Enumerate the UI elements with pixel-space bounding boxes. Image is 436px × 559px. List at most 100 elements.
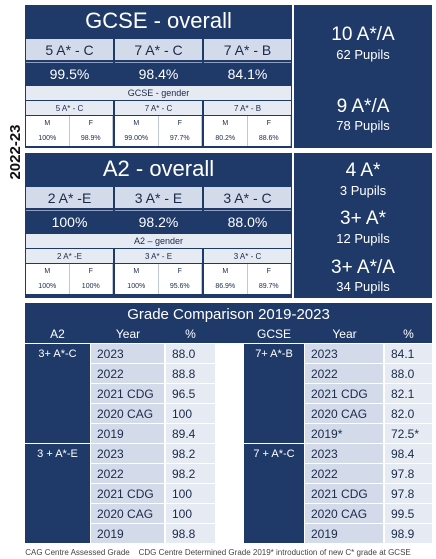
- gender-mf: F: [247, 116, 291, 131]
- gender-mf: F: [69, 264, 113, 279]
- gender-mf: M: [26, 116, 70, 131]
- percent-cell: 100: [166, 504, 215, 523]
- side-main: 3+ A*/A: [331, 256, 395, 278]
- side-label: 2022-23: [6, 124, 24, 180]
- side-sub: 62 Pupils: [336, 46, 390, 62]
- gender-value: 99.00%: [115, 131, 159, 146]
- percent-cell: 98.2: [166, 464, 215, 483]
- header-bg: [25, 325, 432, 343]
- percent-cell: 96.5: [166, 384, 215, 403]
- gender-value: 98.9%: [69, 131, 113, 146]
- group-label-cell: 3+ A*-C: [25, 344, 90, 443]
- gender-mf: F: [158, 116, 202, 131]
- percent-cell: 88.8: [166, 364, 215, 383]
- column-header: 7 A* - B: [204, 39, 291, 60]
- year-cell: 2023: [91, 444, 164, 463]
- year-cell: 2019: [91, 424, 164, 443]
- year-cell: 2022: [91, 364, 164, 383]
- year-cell: 2022: [305, 464, 383, 483]
- percent-cell: 72.5*: [385, 424, 432, 443]
- year-cell: 2019: [91, 524, 164, 543]
- table-header: %: [185, 327, 196, 341]
- side-panel: [294, 5, 432, 148]
- side-sub: 12 Pupils: [336, 230, 390, 246]
- percent-cell: 97.8: [385, 464, 432, 483]
- percent-cell: 82.1: [385, 384, 432, 403]
- gender-value: 100%: [115, 279, 159, 294]
- year-cell: 2023: [305, 444, 383, 463]
- percent-cell: 98.8: [166, 524, 215, 543]
- group-label-cell: 7+ A*-B: [244, 344, 304, 443]
- gender-header: 3 A* - E: [115, 249, 202, 263]
- gender-header: 3 A* - C: [204, 249, 291, 263]
- gender-mf: M: [204, 116, 248, 131]
- percent-cell: 100: [166, 404, 215, 423]
- gender-value: 100%: [69, 279, 113, 294]
- section-title: A2 - overall: [102, 156, 215, 181]
- year-cell: 2021 CDG: [305, 384, 383, 403]
- percent-cell: 100: [166, 484, 215, 503]
- gender-value: 95.6%: [158, 279, 202, 294]
- gender-mf: M: [26, 264, 70, 279]
- percent-cell: 98.2: [166, 444, 215, 463]
- percent-cell: 89.4: [166, 424, 215, 443]
- overall-value: 88.0%: [204, 210, 291, 232]
- year-cell: 2021 CDG: [91, 384, 164, 403]
- year-cell: 2022: [305, 364, 383, 383]
- year-cell: 2022: [91, 464, 164, 483]
- section-title: GCSE - overall: [85, 8, 232, 33]
- gender-header: 5 A* - C: [26, 101, 113, 115]
- gender-mf: F: [158, 264, 202, 279]
- column-header: 3 A* - E: [115, 187, 202, 208]
- side-panel: [294, 153, 432, 298]
- gender-value: 100%: [26, 131, 70, 146]
- side-sub: 78 Pupils: [336, 118, 390, 133]
- table-header: Year: [115, 327, 141, 341]
- percent-cell: 98.9: [385, 524, 432, 543]
- side-main: 3+ A*: [340, 208, 386, 230]
- table-header: %: [403, 327, 414, 341]
- percent-cell: 84.1: [385, 344, 432, 363]
- percent-cell: 97.8: [385, 484, 432, 503]
- year-cell: 2020 CAG: [305, 404, 383, 423]
- table-header: Year: [332, 327, 357, 341]
- overall-value: 98.2%: [115, 210, 202, 232]
- percent-cell: 99.5: [385, 504, 432, 523]
- gender-mf: M: [115, 264, 159, 279]
- column-header: 5 A* - C: [26, 39, 113, 60]
- gender-title: A2 – gender: [26, 234, 291, 248]
- overall-value: 100%: [26, 210, 113, 232]
- year-cell: 2020 CAG: [91, 404, 164, 423]
- gender-value: 86.9%: [204, 279, 248, 294]
- year-cell: 2021 CDG: [305, 484, 383, 503]
- gender-title: GCSE - gender: [26, 86, 291, 100]
- year-cell: 2023: [91, 344, 164, 363]
- percent-cell: 82.0: [385, 404, 432, 423]
- gender-value: 88.6%: [247, 131, 291, 146]
- year-cell: 2020 CAG: [91, 504, 164, 523]
- side-main: 9 A*/A: [336, 95, 390, 117]
- year-cell: 2019*: [305, 424, 383, 443]
- gender-header: 2 A* -E: [26, 249, 113, 263]
- column-header: 3 A* - C: [204, 187, 291, 208]
- gender-value: 97.7%: [158, 131, 202, 146]
- gender-value: 100%: [26, 279, 70, 294]
- gender-header: 7 A* - C: [115, 101, 202, 115]
- table-header: GCSE: [256, 327, 291, 341]
- percent-cell: 88.0: [385, 364, 432, 383]
- gender-header: 7 A* - B: [204, 101, 291, 115]
- overall-value: 98.4%: [115, 62, 202, 84]
- year-cell: 2020 CAG: [305, 504, 383, 523]
- gender-mf: F: [69, 116, 113, 131]
- comparison-title: Grade Comparison 2019-2023: [25, 303, 432, 325]
- gender-value: 89.7%: [247, 279, 291, 294]
- column-header: 7 A* - C: [115, 39, 202, 60]
- gender-mf: F: [247, 264, 291, 279]
- overall-value: 99.5%: [26, 62, 113, 84]
- side-main: 4 A*: [345, 160, 381, 181]
- year-cell: 2021 CDG: [91, 484, 164, 503]
- gender-value: 80.2%: [204, 131, 248, 146]
- footnote: CAG Centre Assessed Grade CDG Centre Det…: [25, 547, 411, 557]
- table-header: A2: [50, 327, 65, 341]
